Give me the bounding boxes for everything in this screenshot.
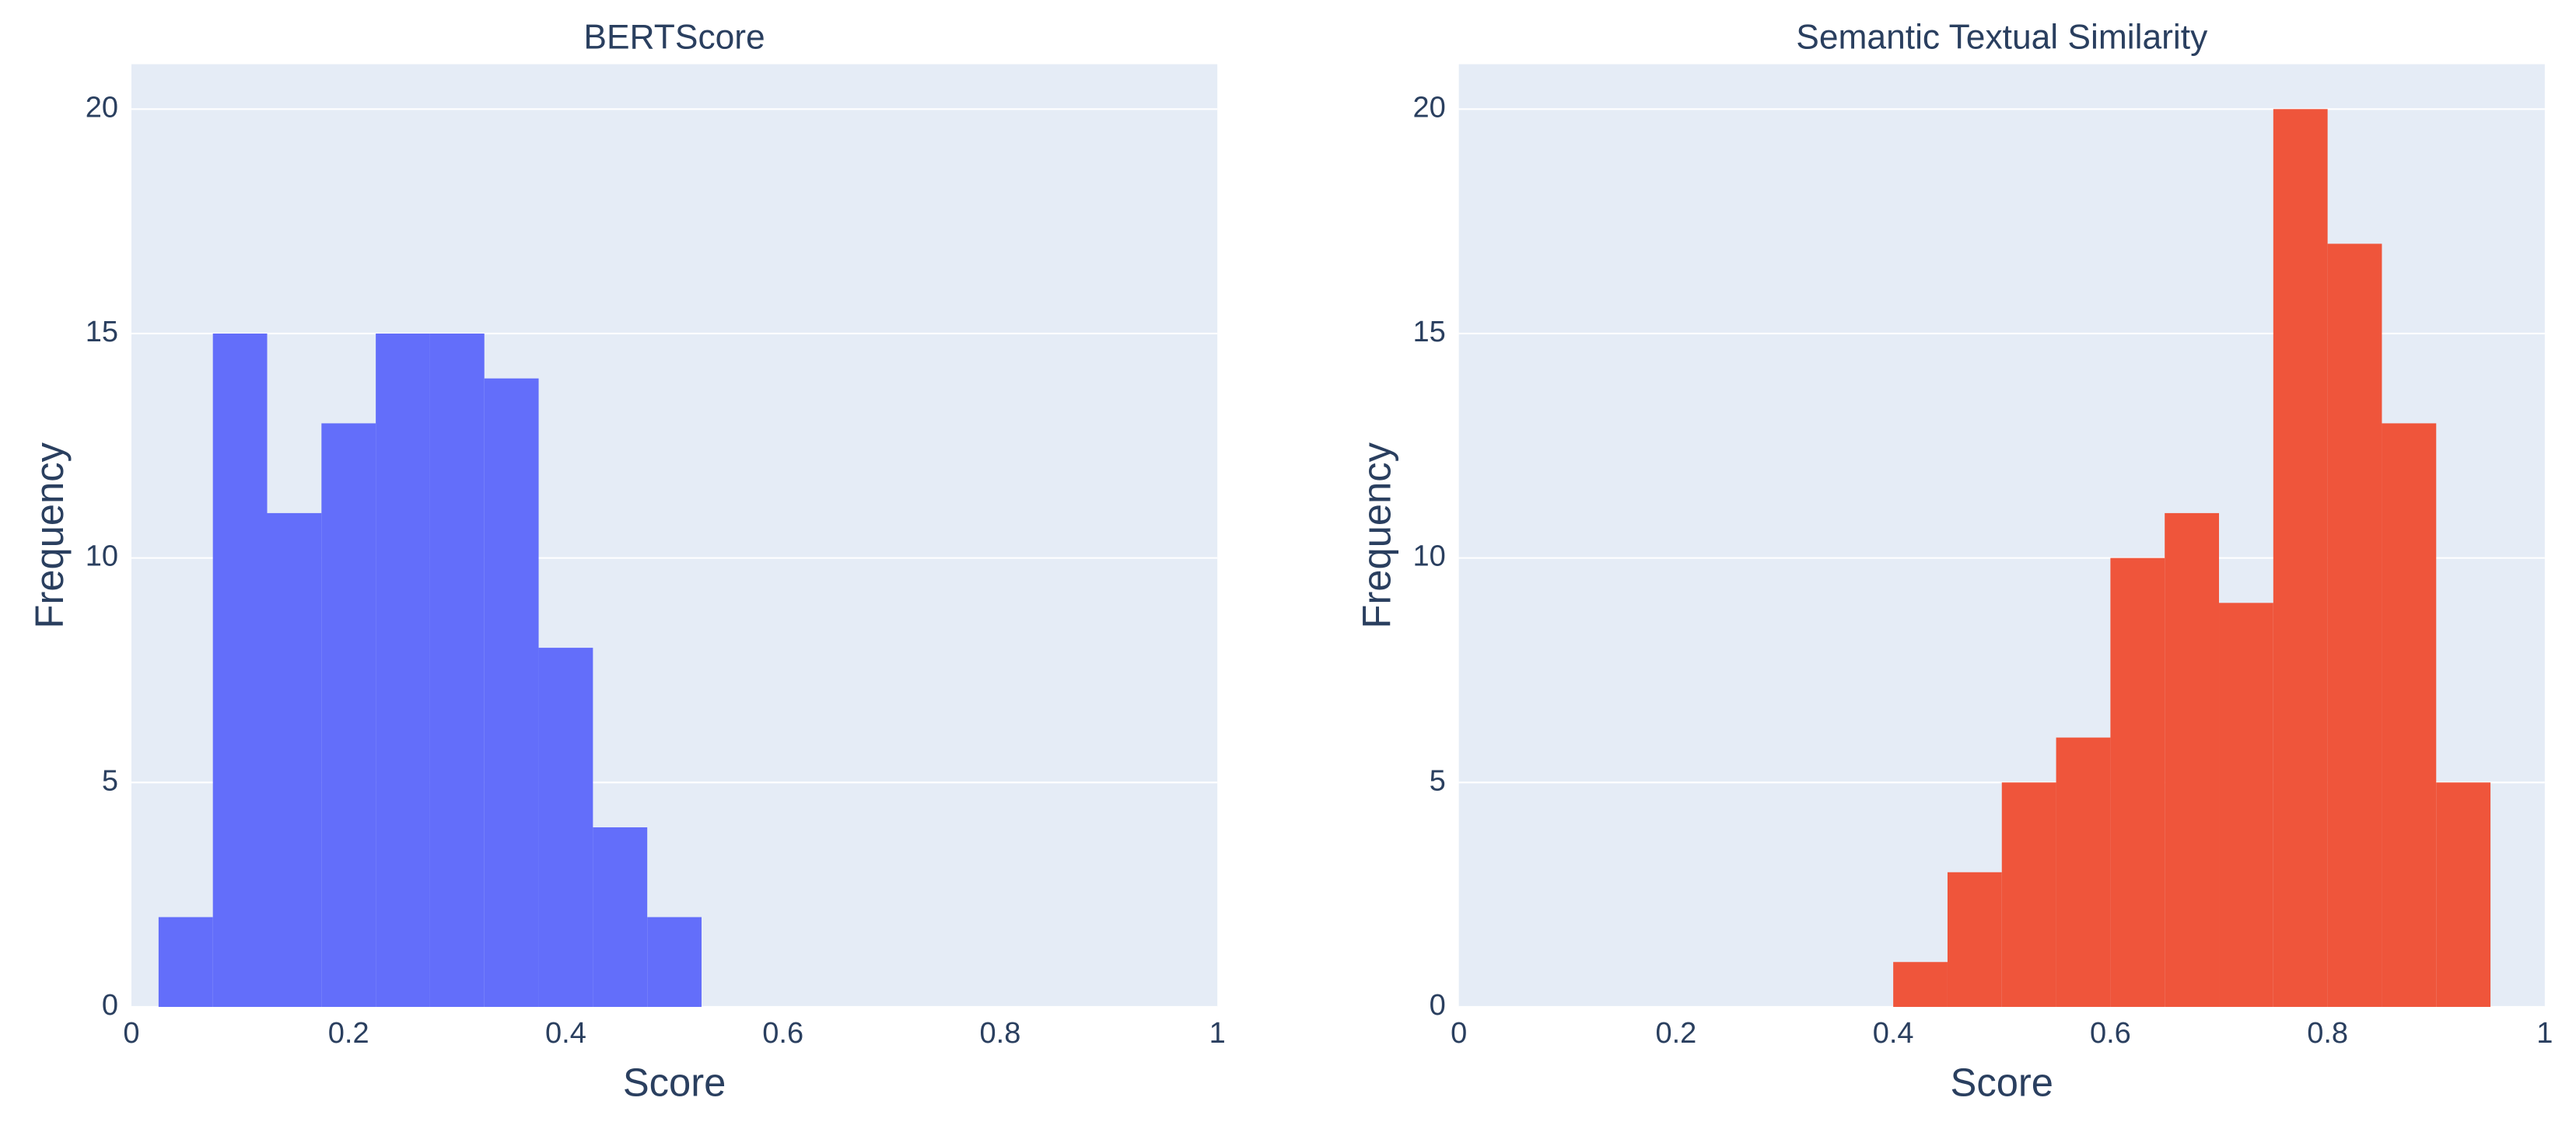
bar <box>1893 962 1948 1007</box>
x-tick-label: 0.6 <box>2090 1017 2131 1050</box>
bar <box>2436 782 2491 1007</box>
bar <box>1947 872 2002 1007</box>
bar <box>212 333 268 1007</box>
y-tick-label: 5 <box>1430 764 1446 797</box>
x-tick-label: 0.6 <box>762 1017 803 1050</box>
y-tick-label: 15 <box>86 316 118 348</box>
x-tick-label: 0.4 <box>1873 1017 1914 1050</box>
x-axis-title: Score <box>1951 1061 2053 1105</box>
bar <box>267 512 322 1007</box>
y-axis-title: Frequency <box>1355 442 1399 628</box>
bar <box>2056 737 2111 1007</box>
y-tick-label: 0 <box>1430 989 1446 1022</box>
x-tick-label: 1 <box>1209 1017 1226 1050</box>
x-tick-label: 0.2 <box>328 1017 369 1050</box>
y-tick-label: 10 <box>1412 540 1445 573</box>
x-tick-label: 0.8 <box>2307 1017 2348 1050</box>
bar <box>2382 423 2437 1007</box>
y-tick-label: 15 <box>1412 316 1445 348</box>
y-axis-title: Frequency <box>27 442 72 628</box>
x-tick-label: 0 <box>1451 1017 1467 1050</box>
x-tick-label: 1 <box>2536 1017 2553 1050</box>
bar <box>2219 603 2273 1007</box>
bar <box>158 917 213 1007</box>
bar <box>2110 558 2165 1007</box>
x-tick-label: 0.2 <box>1655 1017 1696 1050</box>
bar <box>321 423 376 1007</box>
y-tick-label: 10 <box>86 540 118 573</box>
y-tick-label: 5 <box>102 764 118 797</box>
y-tick-label: 20 <box>1412 91 1445 124</box>
bar <box>647 917 702 1007</box>
chart-title: BERTScore <box>583 19 765 57</box>
bar <box>538 648 593 1007</box>
bar <box>2165 512 2220 1007</box>
bar <box>2327 243 2382 1007</box>
chart-title: Semantic Textual Similarity <box>1796 19 2208 57</box>
bar <box>593 827 648 1007</box>
x-axis-title: Score <box>623 1061 726 1105</box>
x-tick-label: 0 <box>123 1017 139 1050</box>
bar <box>2001 782 2056 1007</box>
y-tick-label: 0 <box>102 989 118 1022</box>
bar <box>484 378 539 1007</box>
x-tick-label: 0.4 <box>545 1017 586 1050</box>
y-tick-label: 20 <box>86 91 118 124</box>
bar <box>429 333 485 1007</box>
bar <box>2273 109 2328 1007</box>
bar <box>376 333 430 1007</box>
x-tick-label: 0.8 <box>980 1017 1021 1050</box>
